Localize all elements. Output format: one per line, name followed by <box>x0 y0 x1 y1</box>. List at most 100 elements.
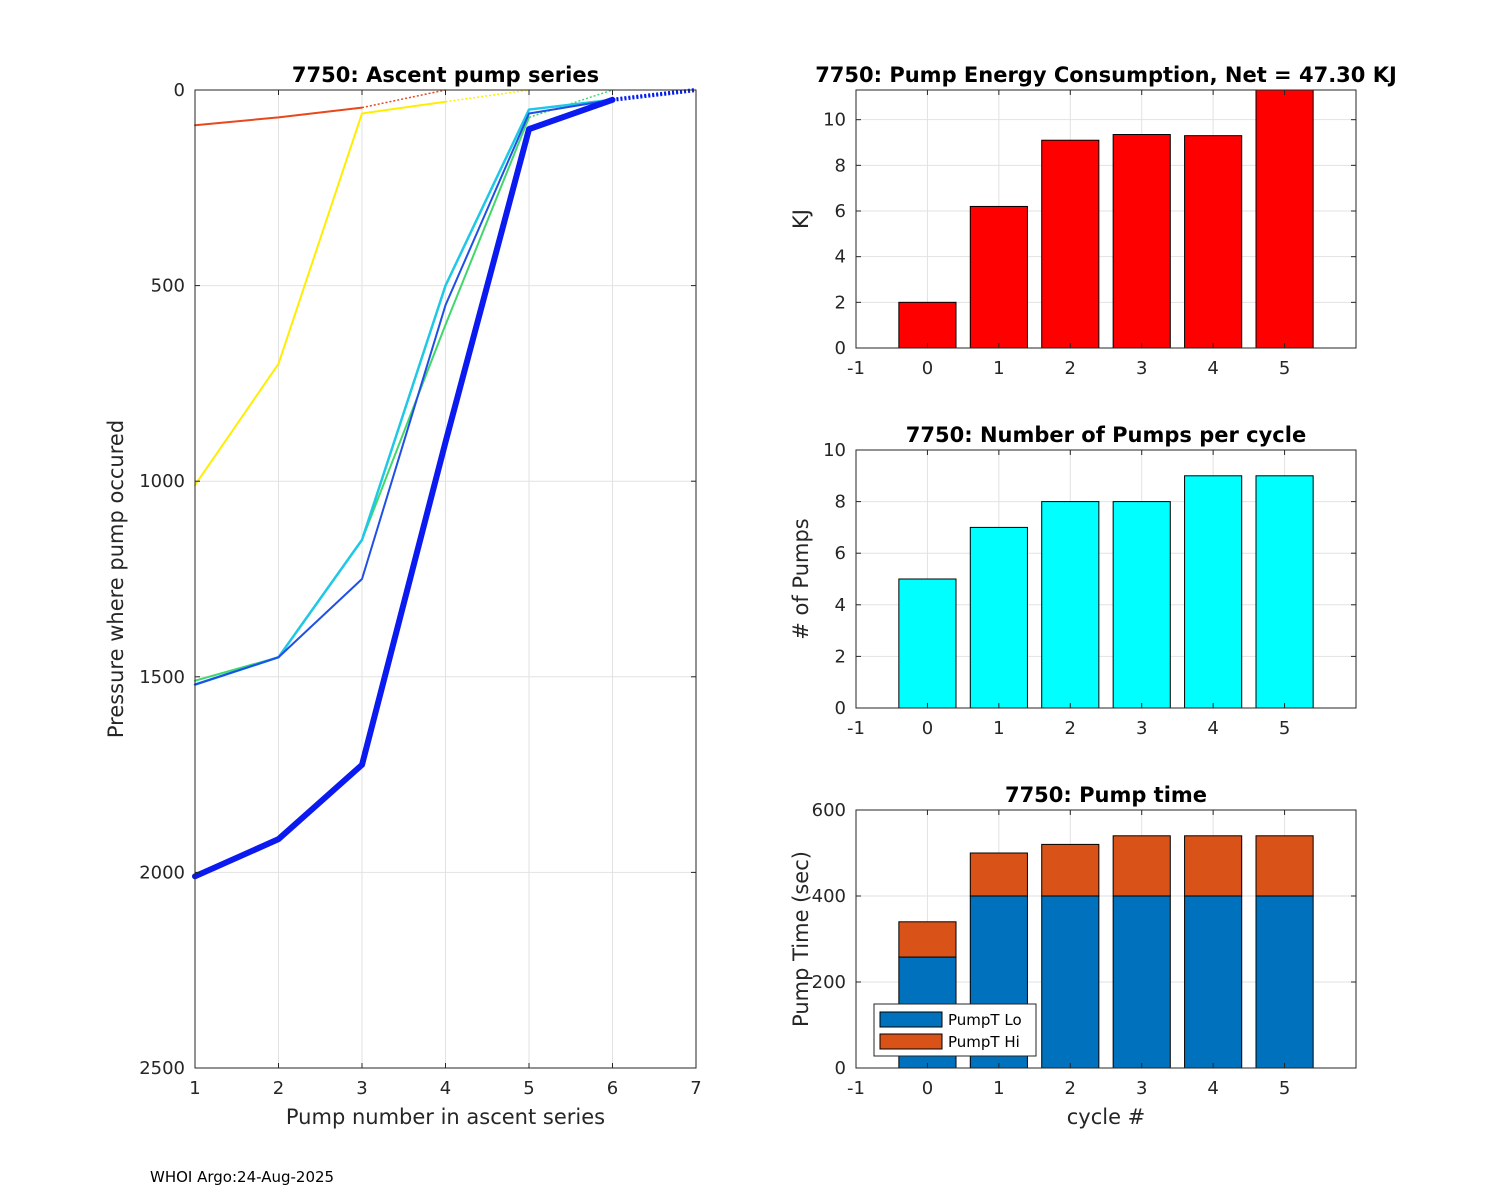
y-tick-label: 6 <box>835 201 846 222</box>
series-surface-segment <box>528 89 613 119</box>
legend: PumpT Lo PumpT Hi <box>873 1003 1037 1057</box>
x-tick-label: 6 <box>607 1078 618 1099</box>
y-tick-label: 4 <box>835 595 846 616</box>
x-tick-label: 4 <box>440 1078 451 1099</box>
x-tick-label: 3 <box>1136 358 1147 379</box>
y-tick-label: 0 <box>835 1058 846 1079</box>
bar-cycle-3 <box>1112 134 1171 349</box>
x-tick-label: 5 <box>1279 718 1290 739</box>
y-tick-label: 4 <box>835 247 846 268</box>
y-axis-label: Pressure where pump occured <box>104 420 128 738</box>
bar-cycle-5 <box>1255 89 1314 349</box>
x-axis-label: cycle # <box>1067 1105 1146 1129</box>
bar-cycle-2 <box>1041 501 1100 709</box>
x-tick-label: 2 <box>1065 1078 1076 1099</box>
bar-cycle-1 <box>969 205 1028 349</box>
x-tick-label: 5 <box>1279 358 1290 379</box>
series-cycle-5 <box>192 87 697 880</box>
legend-label: PumpT Hi <box>948 1033 1020 1051</box>
bar-cycle-5 <box>1255 475 1314 709</box>
bar-cycle-2 <box>1041 139 1100 349</box>
x-tick-label: -1 <box>847 1078 865 1099</box>
bar-cycle-0 <box>898 301 957 349</box>
y-tick-label: 1000 <box>139 471 185 492</box>
y-tick-label: 6 <box>835 543 846 564</box>
bar-pumpt-lo-cycle-4 <box>1184 895 1243 1069</box>
series-line <box>194 100 447 487</box>
bar-cycle-1 <box>969 526 1028 709</box>
y-tick-label: 10 <box>823 110 846 131</box>
ascent-pump-series-chart: 1 2 3 4 5 6 7 0 500 1000 1500 2000 2500 7750: Ascent … <box>104 63 702 1129</box>
chart-title: 7750: Pump Energy Consumption, Net = 47.… <box>815 63 1397 87</box>
bar-cycle-3 <box>1112 501 1171 709</box>
bar-pumpt-hi-cycle-2 <box>1041 843 1100 897</box>
bar-cycle-4 <box>1184 135 1243 349</box>
x-tick-label: 3 <box>1136 1078 1147 1099</box>
bar-pumpt-lo-cycle-5 <box>1255 895 1314 1069</box>
y-tick-label: 2 <box>835 292 846 313</box>
x-tick-label: 2 <box>1065 718 1076 739</box>
x-axis-label: Pump number in ascent series <box>286 1105 605 1129</box>
series-line <box>192 96 616 880</box>
chart-title: 7750: Ascent pump series <box>292 63 599 87</box>
x-tick-label: -1 <box>847 718 865 739</box>
x-tick-label: 4 <box>1207 718 1218 739</box>
axes-box <box>855 89 1357 349</box>
x-tick-label: 0 <box>922 358 933 379</box>
x-tick-label: 1 <box>189 1078 200 1099</box>
y-tick-label: 2000 <box>139 862 185 883</box>
x-tick-label: 1 <box>993 718 1004 739</box>
y-tick-label: 0 <box>835 338 846 359</box>
x-tick-label: 0 <box>922 718 933 739</box>
y-tick-label: 500 <box>151 276 185 297</box>
x-tick-label: 1 <box>993 358 1004 379</box>
y-axis-label: # of Pumps <box>789 518 813 640</box>
y-tick-label: 10 <box>823 440 846 461</box>
bar-pumpt-hi-cycle-0 <box>898 921 957 958</box>
x-tick-label: 1 <box>993 1078 1004 1099</box>
x-tick-label: 0 <box>922 1078 933 1099</box>
x-tick-label: 5 <box>523 1078 534 1099</box>
legend-swatch <box>879 1033 943 1050</box>
chart-title: 7750: Number of Pumps per cycle <box>906 423 1306 447</box>
y-tick-label: 2 <box>835 646 846 667</box>
axes-box <box>855 809 1357 1069</box>
x-tick-label: -1 <box>847 358 865 379</box>
y-tick-label: 0 <box>174 80 185 101</box>
y-tick-label: 8 <box>835 492 846 513</box>
bar-pumpt-hi-cycle-5 <box>1255 835 1314 897</box>
chart-title: 7750: Pump time <box>1005 783 1207 807</box>
y-tick-label: 600 <box>812 800 846 821</box>
series-line <box>194 106 363 127</box>
bar-pumpt-hi-cycle-3 <box>1112 835 1171 897</box>
x-tick-label: 7 <box>690 1078 701 1099</box>
x-tick-label: 2 <box>1065 358 1076 379</box>
series-line <box>194 98 614 686</box>
legend-swatch <box>879 1011 943 1028</box>
x-tick-label: 3 <box>356 1078 367 1099</box>
y-tick-label: 8 <box>835 155 846 176</box>
x-tick-label: 5 <box>1279 1078 1290 1099</box>
x-tick-label: 4 <box>1207 358 1218 379</box>
y-tick-label: 1500 <box>139 667 185 688</box>
bar-pumpt-hi-cycle-1 <box>969 852 1028 897</box>
axes-box <box>855 449 1357 709</box>
series-cycle-4 <box>194 89 697 686</box>
bar-cycle-4 <box>1184 475 1243 709</box>
x-tick-label: 2 <box>273 1078 284 1099</box>
bar-pumpt-hi-cycle-4 <box>1184 835 1243 897</box>
legend-label: PumpT Lo <box>948 1011 1022 1029</box>
bar-pumpt-lo-cycle-2 <box>1041 895 1100 1069</box>
x-tick-label: 4 <box>1207 1078 1218 1099</box>
series-cycle-0 <box>194 89 446 127</box>
y-tick-label: 200 <box>812 972 846 993</box>
bar-cycle-0 <box>898 578 957 709</box>
y-tick-label: 400 <box>812 886 846 907</box>
footer-text: WHOI Argo:24-Aug-2025 <box>150 1168 334 1186</box>
bar-pumpt-lo-cycle-3 <box>1112 895 1171 1069</box>
y-tick-label: 2500 <box>139 1058 185 1079</box>
